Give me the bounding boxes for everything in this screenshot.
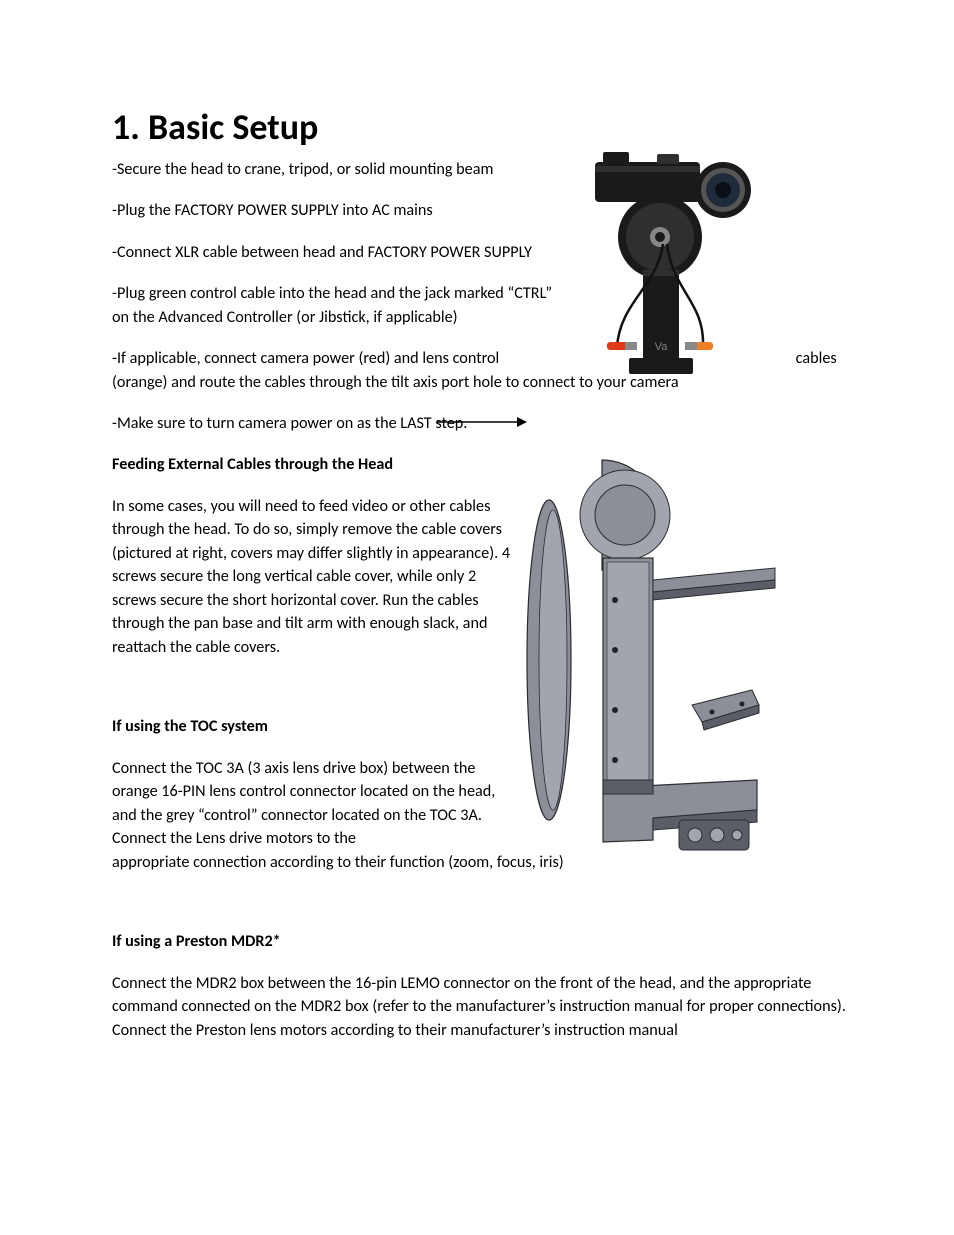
page-title: 1. Basic Setup	[112, 108, 847, 148]
step-6: -Make sure to turn camera power on as th…	[112, 412, 847, 435]
para-preston: Connect the MDR2 box between the 16-pin …	[112, 972, 847, 1042]
step-5-left: -If applicable, connect camera power (re…	[112, 347, 552, 370]
step-1: -Secure the head to crane, tripod, or so…	[112, 158, 562, 181]
step-2: -Plug the FACTORY POWER SUPPLY into AC m…	[112, 199, 562, 222]
subheading-toc: If using the TOC system	[112, 715, 562, 738]
step-5-cont: (orange) and route the cables through th…	[112, 373, 679, 392]
para-toc: Connect the TOC 3A (3 axis lens drive bo…	[112, 757, 847, 874]
para-feeding-cables: In some cases, you will need to feed vid…	[112, 495, 512, 659]
document-body: 1. Basic Setup -Secure the head to crane…	[112, 108, 847, 1060]
step-4: -Plug green control cable into the head …	[112, 282, 562, 329]
step-3: -Connect XLR cable between head and FACT…	[112, 241, 562, 264]
subheading-feeding-cables: Feeding External Cables through the Head	[112, 453, 562, 476]
page: Va	[0, 0, 954, 1235]
subheading-preston: If using a Preston MDR2*	[112, 930, 847, 953]
step-5-right: cables	[796, 347, 837, 370]
step-5: -If applicable, connect camera power (re…	[112, 347, 847, 394]
